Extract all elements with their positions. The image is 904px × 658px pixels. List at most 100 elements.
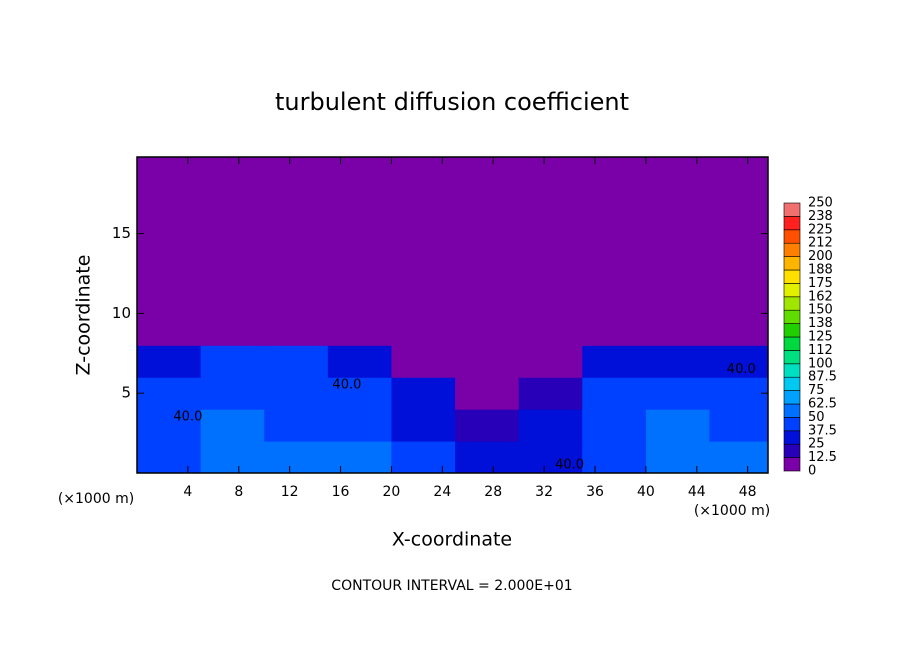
- x-tick-label: 4: [183, 484, 192, 500]
- colorbar-label: 75: [808, 383, 825, 398]
- colorbar-label: 112: [808, 343, 833, 358]
- heat-cell: [391, 441, 456, 474]
- heat-cell: [582, 157, 647, 346]
- y-tick-label: 5: [121, 384, 131, 402]
- heat-cell: [709, 157, 769, 346]
- y-tick-label: 10: [112, 304, 131, 322]
- colorbar-swatch: [783, 390, 801, 405]
- heat-cell: [264, 345, 329, 378]
- heat-cell: [645, 441, 710, 474]
- heat-cell: [582, 409, 647, 442]
- heat-cell: [455, 157, 520, 346]
- heat-cell: [264, 409, 329, 442]
- contour-label: 40.0: [332, 378, 361, 393]
- colorbar-swatch: [783, 283, 801, 298]
- heat-cell: [200, 409, 265, 442]
- colorbar-swatch: [783, 363, 801, 378]
- colorbar-label: 162: [808, 289, 833, 304]
- x-tick-label: 12: [281, 484, 299, 500]
- colorbar-swatch: [783, 350, 801, 365]
- x-tick-label: 20: [383, 484, 401, 500]
- heat-cell: [455, 377, 520, 410]
- x-tick-label: 48: [739, 484, 757, 500]
- colorbar-swatch: [783, 296, 801, 311]
- x-tick-label: 16: [332, 484, 350, 500]
- colorbar-swatch: [783, 256, 801, 271]
- x-unit-right: (×1000 m): [694, 503, 770, 519]
- heat-cell: [200, 157, 265, 346]
- heat-cell: [709, 409, 769, 442]
- heat-cell: [264, 441, 329, 474]
- colorbar-swatch: [783, 309, 801, 324]
- colorbar-label: 250: [808, 196, 833, 211]
- colorbar-swatch: [783, 417, 801, 432]
- heat-cell: [709, 345, 769, 378]
- colorbar-label: 138: [808, 316, 833, 331]
- x-tick-label: 40: [637, 484, 655, 500]
- colorbar-label: 238: [808, 209, 833, 224]
- heat-cell: [200, 345, 265, 378]
- y-axis-label: Z-coordinate: [73, 255, 95, 376]
- chart-title: turbulent diffusion coefficient: [275, 88, 629, 116]
- heat-cell: [582, 441, 647, 474]
- heat-cell: [518, 345, 583, 378]
- colorbar-swatch: [783, 443, 801, 458]
- footer-note: CONTOUR INTERVAL = 2.000E+01: [331, 578, 572, 594]
- x-tick-label: 44: [688, 484, 706, 500]
- heat-cell: [582, 377, 647, 410]
- x-tick-label: 24: [433, 484, 451, 500]
- colorbar-label: 188: [808, 263, 833, 278]
- colorbar-label: 150: [808, 303, 833, 318]
- contour-label: 40.0: [727, 362, 756, 377]
- heat-cell: [200, 441, 265, 474]
- heat-cell: [709, 377, 769, 410]
- heat-cell: [264, 377, 329, 410]
- heat-cell: [518, 441, 583, 474]
- heat-cell: [709, 441, 769, 474]
- colorbar-swatch: [783, 336, 801, 351]
- heat-cell: [327, 377, 392, 410]
- colorbar-label: 100: [808, 356, 833, 371]
- contour-label: 40.0: [555, 458, 584, 473]
- heat-cell: [455, 441, 520, 474]
- colorbar-label: 12.5: [808, 450, 837, 465]
- heat-cell: [327, 345, 392, 378]
- x-tick-label: 32: [535, 484, 553, 500]
- heat-cell: [137, 377, 202, 410]
- x-tick-label: 28: [484, 484, 502, 500]
- heat-cell: [327, 441, 392, 474]
- heat-cell: [391, 157, 456, 346]
- colorbar-label: 37.5: [808, 423, 837, 438]
- x-tick-label: 8: [234, 484, 243, 500]
- heat-cell: [645, 157, 710, 346]
- colorbar-swatch: [783, 269, 801, 284]
- heat-cell: [264, 157, 329, 346]
- colorbar-swatch: [783, 323, 801, 338]
- heat-cell: [327, 409, 392, 442]
- colorbar-swatch: [783, 457, 801, 472]
- heat-cell: [455, 345, 520, 378]
- heat-cell: [518, 377, 583, 410]
- heat-cell: [645, 377, 710, 410]
- heat-cell: [582, 345, 647, 378]
- heat-cell: [645, 409, 710, 442]
- colorbar-label: 225: [808, 222, 833, 237]
- heat-cell: [391, 409, 456, 442]
- heat-cell: [518, 409, 583, 442]
- x-axis-label: X-coordinate: [392, 529, 512, 551]
- colorbar-swatch: [783, 403, 801, 418]
- heat-cell: [645, 345, 710, 378]
- colorbar-swatch: [783, 229, 801, 244]
- heat-cell: [327, 157, 392, 346]
- colorbar-swatch: [783, 202, 801, 217]
- colorbar-label: 87.5: [808, 370, 837, 385]
- colorbar-label: 175: [808, 276, 833, 291]
- y-tick-label: 15: [112, 224, 131, 242]
- heat-cell: [137, 441, 202, 474]
- colorbar-label: 25: [808, 437, 825, 452]
- colorbar-label: 212: [808, 236, 833, 251]
- colorbar-label: 62.5: [808, 397, 837, 412]
- colorbar-label: 0: [808, 464, 816, 479]
- plot-frame: [136, 156, 769, 474]
